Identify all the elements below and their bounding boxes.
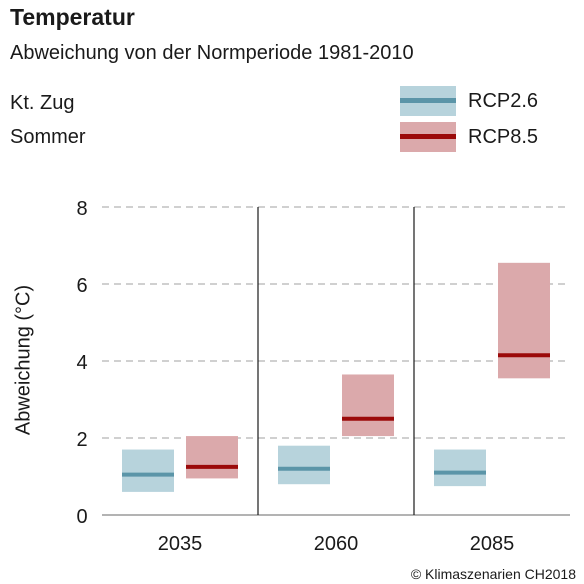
chart-title: Temperatur [10,4,135,30]
chart-legend: RCP2.6 RCP8.5 [400,86,538,158]
y-tick-label-8: 8 [76,198,87,220]
x-tick-label-2060: 2060 [314,533,359,555]
legend-line-rcp26 [400,98,456,103]
range-band-rcp26-2060 [278,445,330,485]
legend-item-rcp85: RCP8.5 [400,122,538,152]
range-band-rcp85-2085 [498,262,550,379]
range-band-rcp26-2035 [122,449,174,492]
legend-line-rcp85 [400,134,456,139]
legend-swatch-rcp85 [400,122,456,152]
y-tick-label-0: 0 [76,506,87,528]
y-tick-label-6: 6 [76,275,87,297]
y-tick-label-4: 4 [76,352,87,374]
region-label: Kt. Zug [10,92,75,114]
range-band-rcp26-2085 [434,449,486,487]
legend-item-rcp26: RCP2.6 [400,86,538,116]
copyright-note: © Klimaszenarien CH2018 [410,566,576,582]
legend-swatch-rcp26 [400,86,456,116]
x-tick-label-2085: 2085 [470,533,515,555]
legend-label-rcp26: RCP2.6 [468,89,539,112]
x-tick-label-2035: 2035 [158,533,203,555]
range-band-rcp85-2060 [342,374,394,437]
season-label: Sommer [10,126,86,148]
chart-subtitle: Abweichung von der Normperiode 1981-2010 [10,42,414,64]
y-tick-label-2: 2 [76,429,87,451]
legend-label-rcp85: RCP8.5 [468,125,539,148]
range-band-rcp85-2035 [186,436,238,479]
